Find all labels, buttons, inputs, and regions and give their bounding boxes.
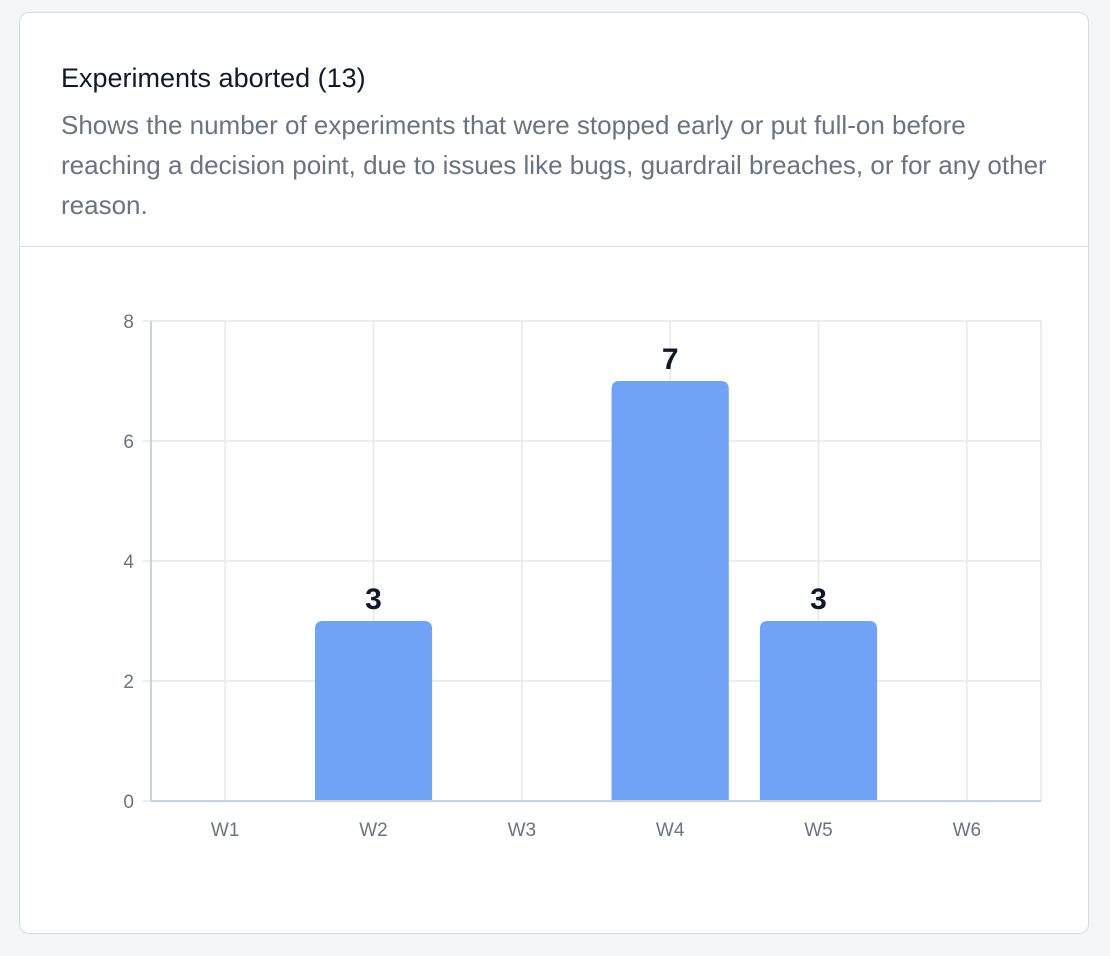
card-header: Experiments aborted (13) Shows the numbe…: [20, 13, 1088, 247]
data-label: 3: [810, 583, 827, 616]
chart-area: 0 2 4 6 8 3 7 3 W1 W2 W3 W4 W5 W6: [20, 247, 1090, 933]
y-tick-label: 0: [123, 792, 134, 813]
x-tick-label: W6: [953, 820, 982, 841]
x-tick-label: W5: [804, 820, 833, 841]
x-tick-label: W4: [656, 820, 685, 841]
bar-w4: [611, 381, 729, 801]
chart-card: Experiments aborted (13) Shows the numbe…: [19, 12, 1089, 934]
y-tick-label: 4: [123, 552, 134, 573]
card-description: Shows the number of experiments that wer…: [61, 110, 1047, 220]
bar-w2: [314, 621, 433, 801]
data-label: 7: [662, 343, 679, 376]
card-title: Experiments aborted (13): [61, 63, 366, 93]
x-tick-label: W2: [359, 820, 388, 841]
y-tick-label: 6: [123, 432, 134, 453]
x-tick-label: W1: [211, 820, 240, 841]
x-tick-label: W3: [508, 820, 537, 841]
data-label: 3: [365, 583, 382, 616]
bar-chart: 0 2 4 6 8 3 7 3 W1 W2 W3 W4 W5 W6: [123, 312, 1042, 841]
y-tick-label: 8: [123, 312, 134, 333]
bar-w5: [759, 621, 878, 801]
y-tick-label: 2: [123, 672, 134, 693]
